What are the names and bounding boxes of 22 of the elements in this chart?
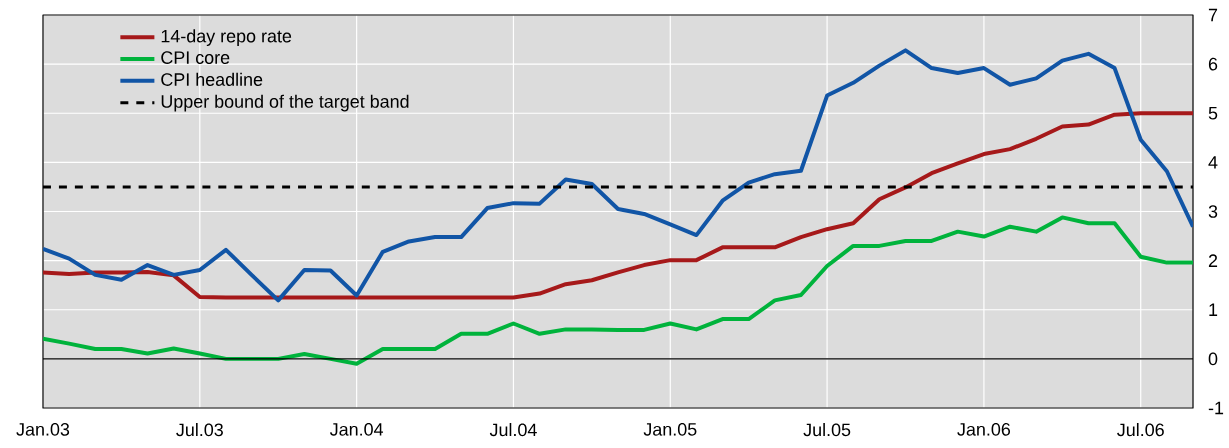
y-tick-label: -1 (1208, 401, 1224, 415)
y-tick-label: 0 (1208, 352, 1218, 366)
y-tick-label: 1 (1209, 303, 1218, 316)
legend-label: CPI core (161, 51, 230, 64)
x-tick-label: Jul.05 (803, 423, 851, 437)
y-tick-label: 2 (1208, 254, 1218, 267)
x-tick-label: Jul.03 (176, 423, 223, 437)
x-tick-label: Jan.03 (16, 423, 70, 436)
legend-label: 14-day repo rate (161, 29, 292, 46)
y-tick-label: 6 (1208, 57, 1218, 71)
x-tick-label: Jan.05 (643, 423, 697, 436)
x-tick-label: Jul.04 (489, 423, 537, 437)
x-tick-label: Jan.06 (957, 423, 1011, 436)
y-tick-label: 7 (1208, 8, 1218, 22)
legend-label: Upper bound of the target band (161, 94, 409, 112)
y-tick-label: 4 (1208, 156, 1218, 169)
legend-label: CPI headline (161, 72, 263, 86)
y-tick-label: 5 (1208, 107, 1218, 120)
x-tick-label: Jan.04 (330, 423, 384, 436)
x-tick-label: Jul.06 (1117, 423, 1164, 437)
line-series (43, 48, 1194, 303)
y-tick-label: 3 (1208, 205, 1218, 218)
